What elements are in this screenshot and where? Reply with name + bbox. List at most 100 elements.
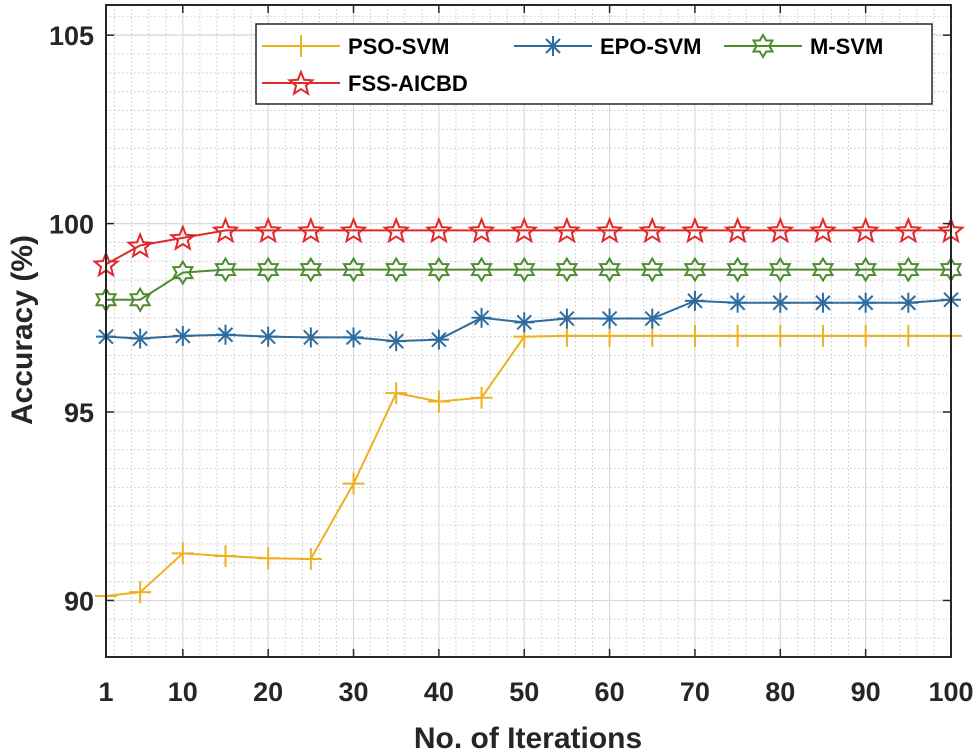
data-point-epo-svm-d2 — [729, 295, 746, 311]
data-point-m-svm — [555, 256, 579, 283]
data-point-pso-svm — [598, 324, 621, 347]
data-point-epo-svm-d2 — [132, 330, 148, 347]
data-point-m-svm — [854, 256, 877, 283]
legend-entry-fss-aicbd: FSS-AICBD — [262, 69, 468, 96]
data-point-epo-svm — [215, 324, 236, 345]
legend-entry-pso-svm: PSO-SVM — [262, 34, 449, 59]
legend-marker-epo-svm-d2 — [545, 38, 561, 54]
data-point-epo-svm-d2 — [473, 310, 490, 326]
data-point-epo-svm — [599, 308, 620, 329]
data-point-epo-svm-d2 — [303, 329, 319, 346]
data-point-m-svm — [769, 256, 792, 283]
data-point-epo-svm — [386, 331, 407, 352]
data-point-pso-svm — [427, 390, 450, 413]
data-point-epo-svm-d2 — [644, 310, 660, 327]
axis-ticks — [105, 5, 952, 657]
x-tick-label: 20 — [253, 677, 283, 707]
data-point-epo-svm — [684, 290, 705, 311]
data-point-fss-aicbd — [766, 216, 795, 244]
x-tick-label: 60 — [595, 677, 625, 707]
x-tick-labels: 1 10 20 30 40 50 60 70 80 90 100 — [98, 677, 973, 707]
x-tick-label: 100 — [928, 677, 973, 707]
data-point-pso-svm — [854, 324, 877, 347]
series-line-fss-aicbd — [105, 229, 951, 266]
data-point-pso-svm — [726, 324, 749, 347]
data-point-fss-aicbd — [126, 231, 155, 259]
legend-box — [255, 23, 933, 105]
data-point-epo-svm-d2 — [559, 310, 575, 327]
x-tick-label: 80 — [765, 677, 795, 707]
data-point-pso-svm — [385, 382, 408, 405]
data-point-pso-svm — [769, 324, 792, 347]
legend-label-epo-svm: EPO-SVM — [600, 34, 701, 59]
data-point-m-svm — [897, 256, 920, 283]
legend-label-fss-aicbd: FSS-AICBD — [348, 71, 468, 96]
data-point-fss-aicbd — [254, 216, 283, 244]
plot-frame — [105, 4, 952, 658]
data-point-fss-aicbd — [168, 224, 197, 251]
data-point-pso-svm — [171, 542, 194, 565]
y-tick-label: 100 — [49, 210, 94, 240]
x-tick-label: 40 — [424, 677, 454, 707]
data-point-fss-aicbd — [723, 216, 752, 244]
data-point-m-svm — [299, 256, 323, 283]
data-point-m-svm — [512, 256, 536, 283]
data-point-epo-svm-d2 — [345, 329, 362, 346]
data-point-epo-svm — [898, 292, 919, 313]
series-m-svm — [94, 256, 963, 313]
legend-entry-epo-svm: EPO-SVM — [514, 34, 701, 59]
data-point-m-svm — [214, 256, 237, 283]
data-point-fss-aicbd — [680, 216, 709, 244]
data-point-m-svm — [811, 256, 835, 283]
y-axis-title: Accuracy (%) — [6, 235, 39, 425]
data-point-m-svm — [171, 259, 195, 286]
data-point-epo-svm-d2 — [260, 328, 276, 345]
data-point-m-svm — [427, 256, 451, 283]
legend: PSO-SVM EPO-SVM M-SVM FSS-AICBD — [255, 23, 933, 105]
data-point-fss-aicbd — [638, 216, 667, 244]
legend-label-pso-svm: PSO-SVM — [348, 34, 449, 59]
data-point-epo-svm — [258, 326, 279, 347]
data-point-fss-aicbd — [552, 216, 581, 244]
data-point-m-svm — [598, 256, 621, 283]
data-point-epo-svm — [770, 292, 791, 313]
y-tick-label: 105 — [49, 21, 94, 51]
data-point-m-svm — [641, 256, 664, 283]
data-point-epo-svm-d2 — [388, 333, 404, 349]
data-point-epo-svm — [727, 292, 748, 313]
data-point-epo-svm-d2 — [687, 293, 703, 309]
legend-marker-m-svm — [751, 33, 775, 59]
data-point-epo-svm — [556, 308, 577, 329]
data-point-fss-aicbd — [851, 216, 880, 244]
data-point-pso-svm — [641, 324, 664, 347]
x-tick-label: 50 — [509, 677, 539, 707]
data-point-pso-svm — [129, 581, 152, 604]
x-tick-label: 30 — [339, 677, 369, 707]
data-point-epo-svm-d2 — [175, 328, 191, 344]
y-tick-labels: 90 95 100 105 — [49, 21, 94, 616]
data-point-epo-svm — [514, 312, 535, 333]
data-point-fss-aicbd — [339, 216, 368, 244]
data-point-epo-svm-d2 — [601, 310, 618, 327]
data-point-epo-svm — [300, 327, 321, 348]
data-point-pso-svm — [555, 324, 578, 347]
legend-marker-pso-svm — [290, 35, 312, 57]
legend-marker-fss-aicbd — [286, 69, 316, 96]
series-line-m-svm — [106, 268, 951, 301]
data-point-epo-svm-d2 — [772, 295, 789, 311]
data-point-m-svm — [128, 286, 152, 313]
data-point-epo-svm — [812, 292, 833, 313]
x-tick-label: 1 — [98, 677, 113, 707]
legend-entry-m-svm: M-SVM — [724, 33, 883, 59]
data-point-m-svm — [256, 256, 280, 283]
data-point-epo-svm-d2 — [900, 295, 917, 311]
data-point-m-svm — [342, 256, 365, 283]
data-point-fss-aicbd — [296, 216, 325, 244]
data-point-epo-svm-d2 — [431, 331, 447, 348]
data-point-epo-svm-d2 — [217, 327, 234, 343]
series-fss-aicbd — [91, 216, 966, 278]
legend-label-m-svm: M-SVM — [810, 34, 883, 59]
legend-marker-epo-svm — [543, 36, 563, 56]
y-tick-label: 95 — [64, 398, 94, 428]
